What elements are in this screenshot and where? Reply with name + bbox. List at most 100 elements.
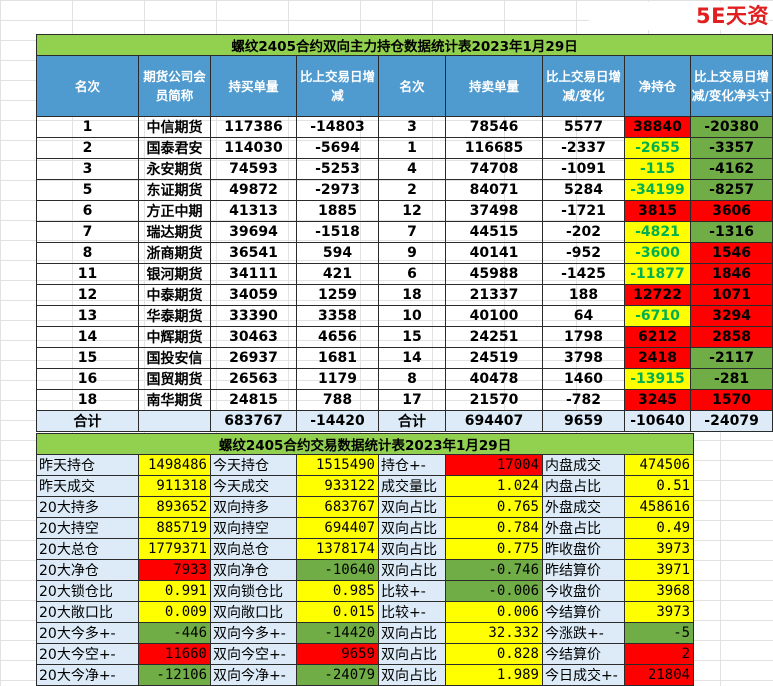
stat-value: 0.49	[623, 517, 695, 539]
buy-change-cell: -1518	[296, 221, 379, 243]
header-row: 名次 期货公司会员简称 持买单量 比上交易日增减 名次 持卖单量 比上交易日增减…	[36, 55, 773, 117]
table-row: 20大今空+- 11660 双向今空+- 9659 双向占比 0.828 今结算价 2	[36, 643, 695, 665]
stat-value: 885719	[138, 517, 211, 539]
table-row: 20大敞口比 0.009 双向敞口比 0.015 比较+- 0.006 今结算价 3973	[36, 601, 695, 623]
stat-label: 昨收盘价	[542, 538, 625, 560]
stat-value: -10640	[296, 559, 379, 581]
buy-volume-cell: 26563	[210, 368, 297, 390]
table-row: 13 华泰期货 33390 3358 10 40100 64 -6710 3294	[36, 305, 773, 327]
rank-cell: 11	[36, 263, 139, 285]
stat-label: 双向占比	[378, 496, 446, 518]
broker-name-cell: 瑞达期货	[138, 221, 211, 243]
net-position-cell: 38840	[624, 116, 691, 138]
sell-volume-cell: 24251	[445, 326, 543, 348]
stat-label: 成交量比	[378, 475, 446, 497]
stat-value: 0.784	[445, 517, 543, 539]
net-change-cell: 1071	[689, 284, 773, 306]
net-change-cell: -1316	[689, 221, 773, 243]
stat-label: 外盘占比	[542, 517, 625, 539]
col-header: 持卖单量	[445, 55, 543, 117]
rank-cell: 5	[36, 179, 139, 201]
stat-value: 32.332	[445, 622, 543, 644]
stat-label: 双向今空+-	[210, 643, 297, 665]
sell-change-cell: 5284	[542, 179, 625, 201]
rank-cell: 12	[378, 200, 446, 222]
total-label: 合计	[378, 410, 446, 432]
stat-value: 0.991	[138, 580, 211, 602]
sell-volume-cell: 37498	[445, 200, 543, 222]
table-row: 20大锁仓比 0.991 双向锁仓比 0.985 比较+- -0.006 今收盘价 3968	[36, 580, 695, 602]
broker-name-cell: 国贸期货	[138, 368, 211, 390]
sell-change-cell: 5577	[542, 116, 625, 138]
table-title: 螺纹2405合约交易数据统计表2023年1月29日	[35, 433, 695, 455]
stat-label: 20大今多+-	[36, 622, 139, 644]
buy-volume-cell: 49872	[210, 179, 297, 201]
sell-volume-cell: 45988	[445, 263, 543, 285]
rank-cell: 8	[36, 242, 139, 264]
buy-change-cell: 421	[296, 263, 379, 285]
net-change-cell: 3606	[689, 200, 773, 222]
rank-cell: 1	[36, 116, 139, 138]
table-row: 昨天持仓 1498486 今天持仓 1515490 持仓+- 17004 内盘成交 47450…	[36, 454, 695, 476]
buy-change-cell: 4656	[296, 326, 379, 348]
table-title: 螺纹2405合约双向主力持仓数据统计表2023年1月29日	[35, 34, 773, 56]
stat-value: 694407	[296, 517, 379, 539]
rank-cell: 6	[378, 263, 446, 285]
buy-volume-cell: 26937	[210, 347, 297, 369]
rank-cell: 10	[378, 305, 446, 327]
rank-cell: 13	[36, 305, 139, 327]
broker-name-cell: 浙商期货	[138, 242, 211, 264]
col-header: 比上交易日增减	[296, 55, 379, 117]
stat-value: 11660	[138, 643, 211, 665]
stat-value: 0.765	[445, 496, 543, 518]
rank-cell: 9	[378, 242, 446, 264]
stat-label: 昨结算价	[542, 559, 625, 581]
broker-name-cell: 银河期货	[138, 263, 211, 285]
table-row: 8 浙商期货 36541 594 9 40141 -952 -3600 1546	[36, 242, 773, 264]
buy-volume-cell: 114030	[210, 137, 297, 159]
sell-change-cell: 3798	[542, 347, 625, 369]
stat-label: 双向持多	[210, 496, 297, 518]
sell-volume-cell: 84071	[445, 179, 543, 201]
sell-volume-cell: 21570	[445, 389, 543, 411]
sell-change-cell: -1425	[542, 263, 625, 285]
net-change-cell: 1546	[689, 242, 773, 264]
stat-label: 今涨跌+-	[542, 622, 625, 644]
table-row: 20大总仓 1779371 双向总仓 1378174 双向占比 0.775 昨收盘价 3973	[36, 538, 695, 560]
rank-cell: 18	[36, 389, 139, 411]
stat-label: 比较+-	[378, 601, 446, 623]
buy-change-cell: 1179	[296, 368, 379, 390]
broker-name-cell: 东证期货	[138, 179, 211, 201]
buy-change-cell: -14803	[296, 116, 379, 138]
sell-volume-cell: 21337	[445, 284, 543, 306]
buy-volume-cell: 41313	[210, 200, 297, 222]
stat-value: 0.985	[296, 580, 379, 602]
net-change-cell: 1570	[689, 389, 773, 411]
stat-label: 昨天持仓	[36, 454, 139, 476]
stat-label: 双向敞口比	[210, 601, 297, 623]
col-header: 名次	[378, 55, 446, 117]
stat-value: 0.009	[138, 601, 211, 623]
sell-volume-cell: 40478	[445, 368, 543, 390]
stat-value: 474506	[623, 454, 695, 476]
stat-value: 683767	[296, 496, 379, 518]
buy-volume-cell: 74593	[210, 158, 297, 180]
col-header: 比上交易日增减/变化净头寸	[689, 55, 773, 117]
total-buy-change: -14420	[296, 410, 379, 432]
stat-value: 458616	[623, 496, 695, 518]
net-position-cell: -2655	[624, 137, 691, 159]
stat-value: 17004	[445, 454, 543, 476]
rank-cell: 2	[36, 137, 139, 159]
stat-label: 内盘占比	[542, 475, 625, 497]
stat-value: 3973	[623, 538, 695, 560]
stat-value: 0.015	[296, 601, 379, 623]
rank-cell: 1	[378, 137, 446, 159]
stat-value: 933122	[296, 475, 379, 497]
stat-label: 20大总仓	[36, 538, 139, 560]
stat-label: 今收盘价	[542, 580, 625, 602]
buy-volume-cell: 24815	[210, 389, 297, 411]
net-position-cell: 2418	[624, 347, 691, 369]
broker-name-cell: 中信期货	[138, 116, 211, 138]
net-change-cell: -3357	[689, 137, 773, 159]
stat-label: 双向占比	[378, 643, 446, 665]
